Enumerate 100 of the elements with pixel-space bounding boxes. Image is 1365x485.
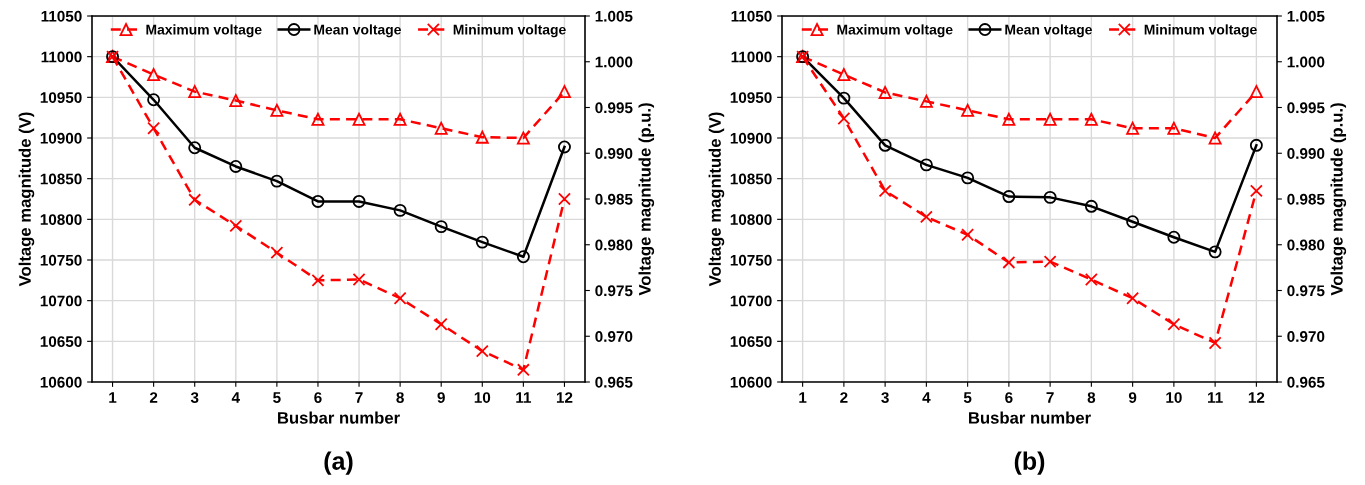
point [961, 171, 975, 185]
point [1043, 112, 1057, 126]
point [188, 193, 202, 207]
y2-tick-label: 0.990 [1287, 148, 1325, 159]
point [147, 68, 161, 82]
point [1167, 121, 1181, 135]
point [516, 250, 530, 264]
y-axis-title: Voltage magnitude (V) [708, 112, 725, 287]
point [1249, 184, 1263, 198]
point [1002, 255, 1016, 269]
legend-label: Mean voltage [314, 24, 401, 38]
x-tick-label: 12 [556, 392, 573, 403]
y-tick-label: 10950 [40, 92, 82, 104]
point [475, 344, 489, 358]
y2-tick-label: 1.005 [1287, 10, 1325, 22]
x-tick-label: 9 [437, 392, 445, 403]
y2-tick-label: 0.985 [595, 193, 633, 205]
point [270, 174, 284, 188]
y2-tick-label: 0.975 [595, 285, 633, 297]
point [1043, 190, 1057, 204]
point [188, 85, 202, 99]
x-tick-label: 8 [1087, 392, 1096, 403]
y2-tick-label: 0.975 [1287, 285, 1325, 297]
y2-tick-label: 0.970 [1287, 331, 1325, 342]
y2-tick-label: 0.965 [1287, 376, 1325, 388]
y2-tick-label: 0.985 [1287, 193, 1325, 205]
point [434, 121, 448, 135]
point [475, 130, 489, 144]
point [1126, 291, 1140, 305]
x-tick-label: 5 [963, 392, 972, 403]
point [311, 194, 325, 208]
point [393, 291, 407, 305]
point [147, 93, 161, 107]
point [961, 228, 975, 242]
point [311, 273, 325, 287]
y-tick-label: 11000 [731, 51, 772, 63]
legend-label: Maximum voltage [146, 24, 262, 38]
point [229, 160, 243, 173]
point [393, 203, 407, 217]
point [557, 192, 571, 206]
y-tick-label: 10650 [40, 336, 82, 348]
legend-label: Mean voltage [1005, 24, 1092, 38]
point [270, 246, 284, 260]
x-tick-label: 4 [231, 392, 240, 403]
x-tick-label: 8 [396, 392, 404, 403]
y-tick-label: 10800 [730, 214, 772, 226]
point [1167, 317, 1181, 331]
y-tick-label: 10850 [40, 173, 82, 185]
point [147, 121, 161, 135]
y2-tick-label: 1.000 [1287, 56, 1325, 68]
legend-label: Minimum voltage [453, 24, 566, 38]
point [1002, 190, 1016, 204]
y-tick-label: 10900 [40, 132, 82, 144]
point [393, 112, 407, 126]
point [475, 235, 489, 249]
point [434, 220, 448, 234]
point [837, 91, 851, 105]
point [557, 140, 571, 154]
point [434, 317, 448, 331]
point [1084, 273, 1098, 286]
y-tick-label: 11050 [731, 10, 772, 22]
x-tick-label: 11 [1208, 392, 1223, 403]
point [229, 219, 243, 233]
x-tick-label: 2 [149, 392, 158, 403]
point [516, 363, 530, 377]
x-tick-label: 9 [1128, 392, 1137, 403]
y-tick-label: 10600 [730, 376, 772, 388]
point [1002, 112, 1016, 126]
legend-label: Maximum voltage [837, 24, 953, 38]
point [188, 141, 202, 155]
y-tick-label: 10700 [40, 295, 82, 307]
y-tick-label: 10700 [730, 295, 772, 307]
point [516, 131, 530, 145]
point [919, 210, 933, 224]
point [919, 94, 933, 108]
y2-tick-label: 0.995 [595, 102, 633, 114]
x-tick-label: 4 [922, 392, 931, 403]
point [1043, 255, 1057, 269]
x-tick-label: 6 [314, 392, 322, 403]
x-tick-label: 10 [1166, 392, 1182, 403]
point [878, 184, 892, 198]
point [878, 85, 892, 99]
point [1249, 85, 1263, 99]
point [1208, 336, 1222, 350]
y-axis-title: Voltage magnitude (V) [18, 112, 35, 287]
x-tick-label: 5 [273, 392, 281, 403]
point [1126, 215, 1140, 229]
legend-label: Minimum voltage [1144, 24, 1257, 38]
y2-tick-label: 0.995 [1287, 102, 1325, 114]
y2-tick-label: 0.980 [595, 239, 633, 251]
point [229, 94, 243, 108]
x-tick-label: 12 [1248, 392, 1265, 403]
x-tick-label: 3 [190, 392, 199, 403]
x-axis-title: Busbar number [969, 411, 1091, 424]
y2-tick-label: 1.005 [595, 10, 633, 22]
y2-tick-label: 0.965 [595, 376, 633, 388]
point [311, 112, 325, 126]
x-tick-label: 1 [109, 392, 117, 403]
y-tick-label: 10800 [40, 214, 82, 226]
y-tick-label: 11000 [41, 51, 82, 63]
